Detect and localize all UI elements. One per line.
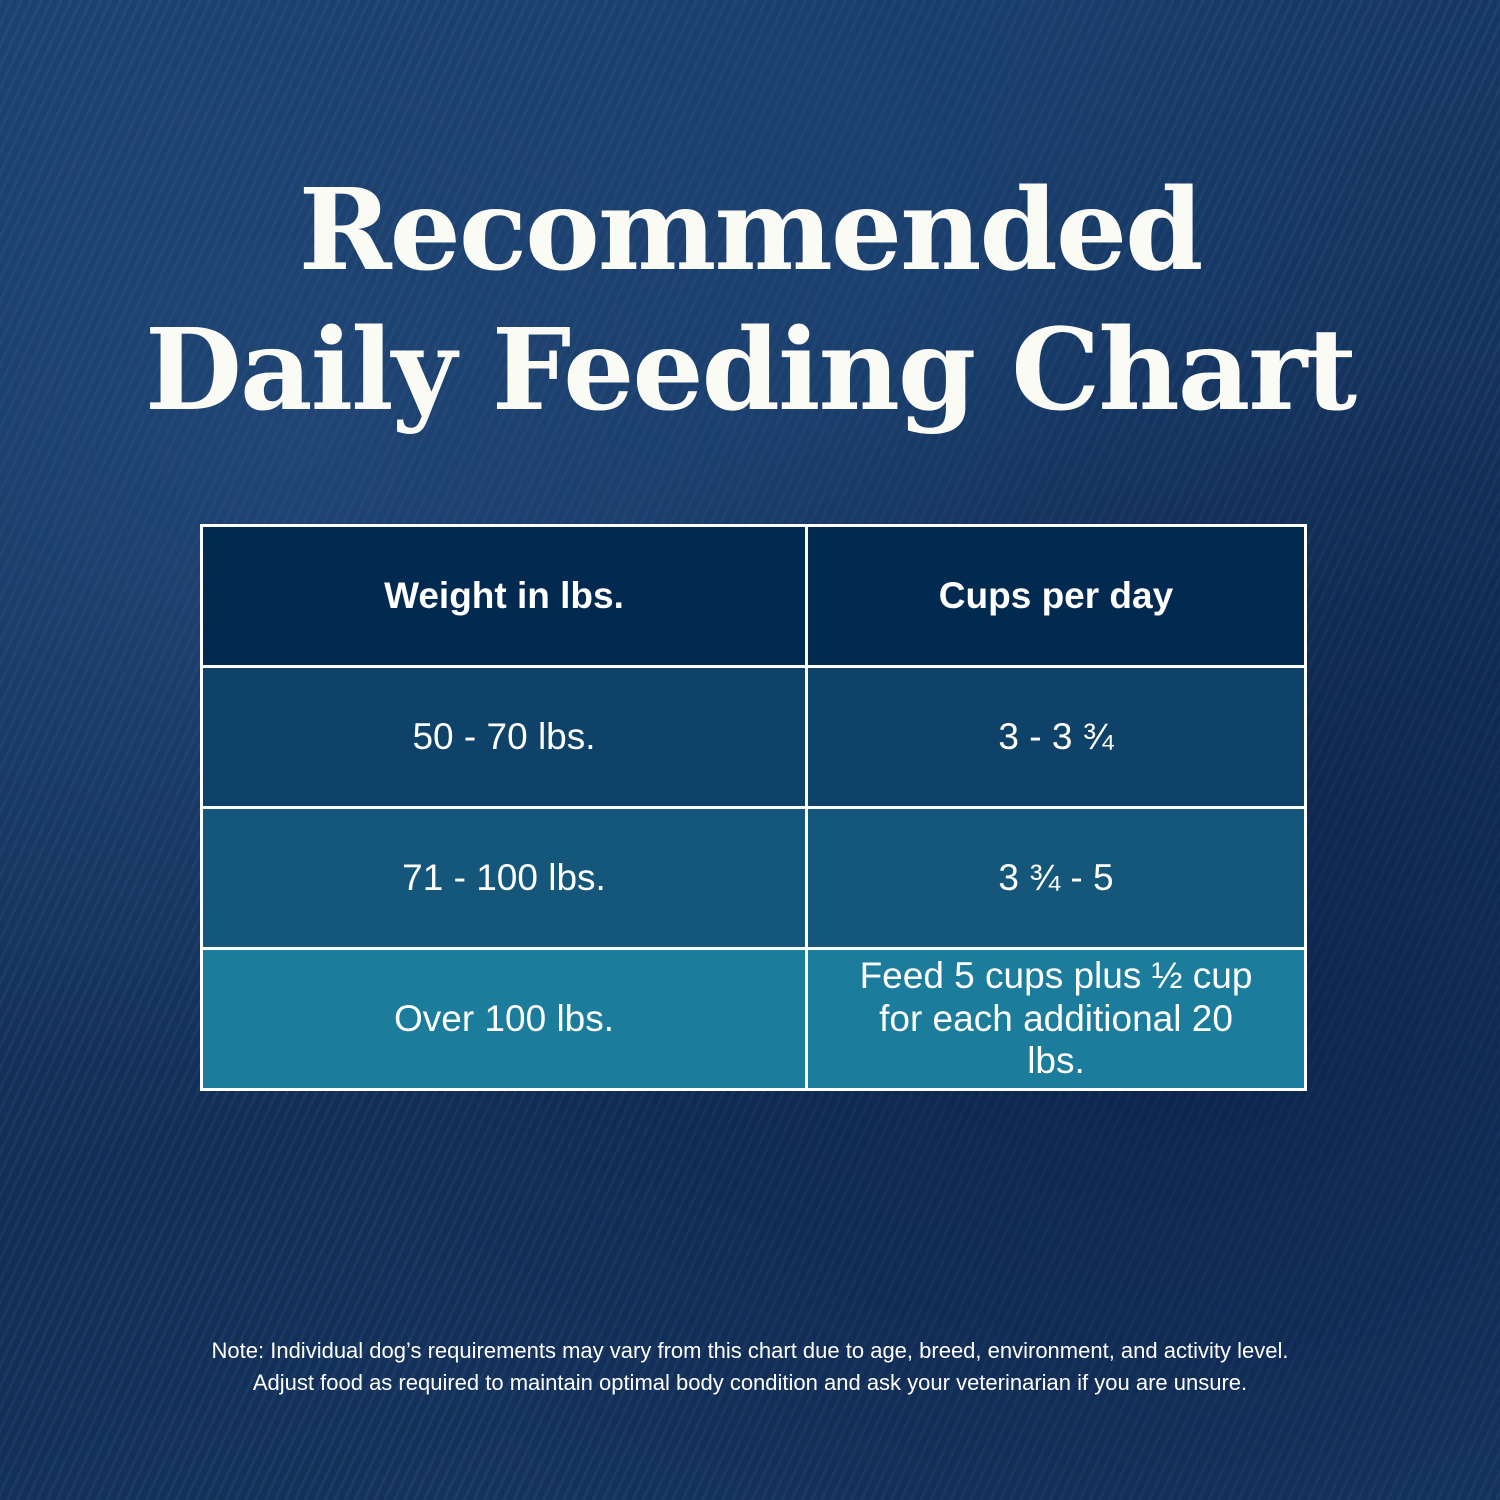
cups-cell: 3 ¾ - 5 (805, 806, 1307, 950)
title-line-2: Daily Feeding Chart (144, 305, 1357, 436)
feeding-table: Weight in lbs. Cups per day 50 - 70 lbs.… (200, 524, 1307, 1091)
header-cups: Cups per day (805, 524, 1307, 668)
title-line-1: Recommended (298, 165, 1204, 296)
footnote: Note: Individual dog’s requirements may … (0, 1335, 1500, 1399)
cups-cell: Feed 5 cups plus ½ cup for each addition… (805, 947, 1307, 1091)
footnote-line-1: Note: Individual dog’s requirements may … (211, 1338, 1289, 1363)
table-header-row: Weight in lbs. Cups per day (200, 524, 1307, 668)
table-row: 71 - 100 lbs. 3 ¾ - 5 (200, 806, 1307, 950)
cups-cell: 3 - 3 ¾ (805, 665, 1307, 809)
table-row: 50 - 70 lbs. 3 - 3 ¾ (200, 665, 1307, 809)
weight-cell: 71 - 100 lbs. (200, 806, 808, 950)
table-row: Over 100 lbs. Feed 5 cups plus ½ cup for… (200, 947, 1307, 1091)
footnote-line-2: Adjust food as required to maintain opti… (252, 1370, 1248, 1395)
weight-cell: Over 100 lbs. (200, 947, 808, 1091)
header-weight: Weight in lbs. (200, 524, 808, 668)
weight-cell: 50 - 70 lbs. (200, 665, 808, 809)
